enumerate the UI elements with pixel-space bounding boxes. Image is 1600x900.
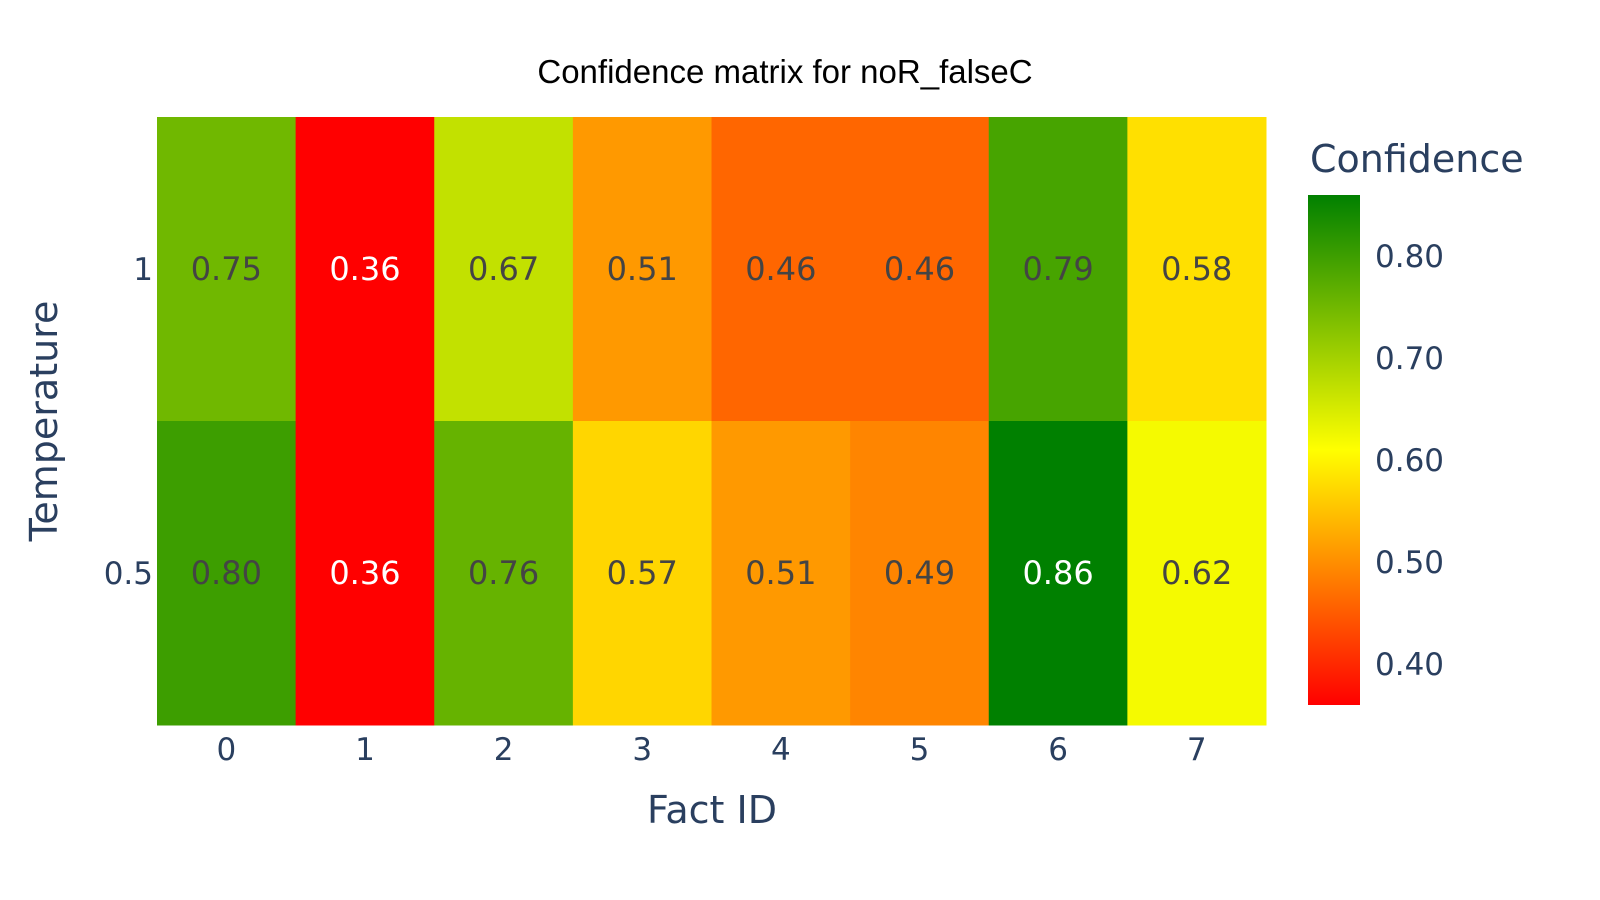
cell-label-1-4: 0.51 (745, 554, 816, 592)
colorbar-title: Confidence (1310, 137, 1524, 181)
x-axis-ticks: 0 1 2 3 4 5 6 7 (216, 732, 1206, 768)
colorbar-tick-0: 0.40 (1375, 647, 1444, 683)
heatmap-cell-1-0 (157, 421, 297, 726)
colorbar-ticks: 0.40 0.50 0.60 0.70 0.80 (1375, 239, 1444, 683)
heatmap-cell-1-7 (1127, 421, 1267, 726)
x-tick-6: 6 (1048, 732, 1068, 768)
cell-label-1-2: 0.76 (468, 554, 539, 592)
colorbar-tick-1: 0.50 (1375, 545, 1444, 581)
heatmap-cells (157, 117, 1267, 726)
colorbar-tick-4: 0.80 (1375, 239, 1444, 275)
x-axis-title: Fact ID (647, 788, 777, 832)
cell-label-0-5: 0.46 (884, 250, 955, 288)
chart-title: Confidence matrix for noR_falseC (537, 53, 1032, 90)
cell-label-1-5: 0.49 (884, 554, 955, 592)
heatmap-cell-0-1 (295, 117, 435, 422)
heatmap-cell-labels: 0.75 0.36 0.67 0.51 0.46 0.46 0.79 0.58 0.80 0.36… (191, 250, 1233, 592)
x-tick-5: 5 (910, 732, 930, 768)
heatmap-cell-0-2 (434, 117, 574, 422)
heatmap-cell-0-4 (711, 117, 851, 422)
y-axis-ticks: 10.5 (104, 252, 153, 592)
y-tick-1: 1 (133, 252, 153, 288)
heatmap-cell-0-5 (850, 117, 990, 422)
heatmap-cell-0-6 (988, 117, 1128, 422)
x-tick-0: 0 (216, 732, 236, 768)
cell-label-0-6: 0.79 (1022, 250, 1093, 288)
heatmap-cell-0-3 (572, 117, 712, 422)
cell-label-0-2: 0.67 (468, 250, 539, 288)
heatmap-cell-1-1 (295, 421, 435, 726)
y-tick-0.5: 0.5 (104, 556, 153, 592)
x-tick-2: 2 (494, 732, 514, 768)
cell-label-0-3: 0.51 (607, 250, 678, 288)
colorbar-tick-2: 0.60 (1375, 443, 1444, 479)
cell-label-0-4: 0.46 (745, 250, 816, 288)
colorbar (1308, 195, 1360, 705)
x-tick-3: 3 (632, 732, 652, 768)
x-tick-4: 4 (771, 732, 791, 768)
cell-label-1-1: 0.36 (329, 554, 400, 592)
cell-label-0-1: 0.36 (329, 250, 400, 288)
x-tick-1: 1 (355, 732, 375, 768)
y-axis-title: Temperature (22, 301, 66, 543)
colorbar-tick-3: 0.70 (1375, 341, 1444, 377)
cell-label-0-0: 0.75 (191, 250, 262, 288)
heatmap-cell-1-6 (988, 421, 1128, 726)
cell-label-1-3: 0.57 (607, 554, 678, 592)
cell-label-0-7: 0.58 (1161, 250, 1232, 288)
heatmap-cell-0-0 (157, 117, 297, 422)
x-tick-7: 7 (1187, 732, 1207, 768)
heatmap-cell-1-3 (572, 421, 712, 726)
heatmap-cell-0-7 (1127, 117, 1267, 422)
cell-label-1-6: 0.86 (1022, 554, 1093, 592)
heatmap-cell-1-2 (434, 421, 574, 726)
cell-label-1-0: 0.80 (191, 554, 262, 592)
heatmap-cell-1-5 (850, 421, 990, 726)
heatmap-cell-1-4 (711, 421, 851, 726)
cell-label-1-7: 0.62 (1161, 554, 1232, 592)
